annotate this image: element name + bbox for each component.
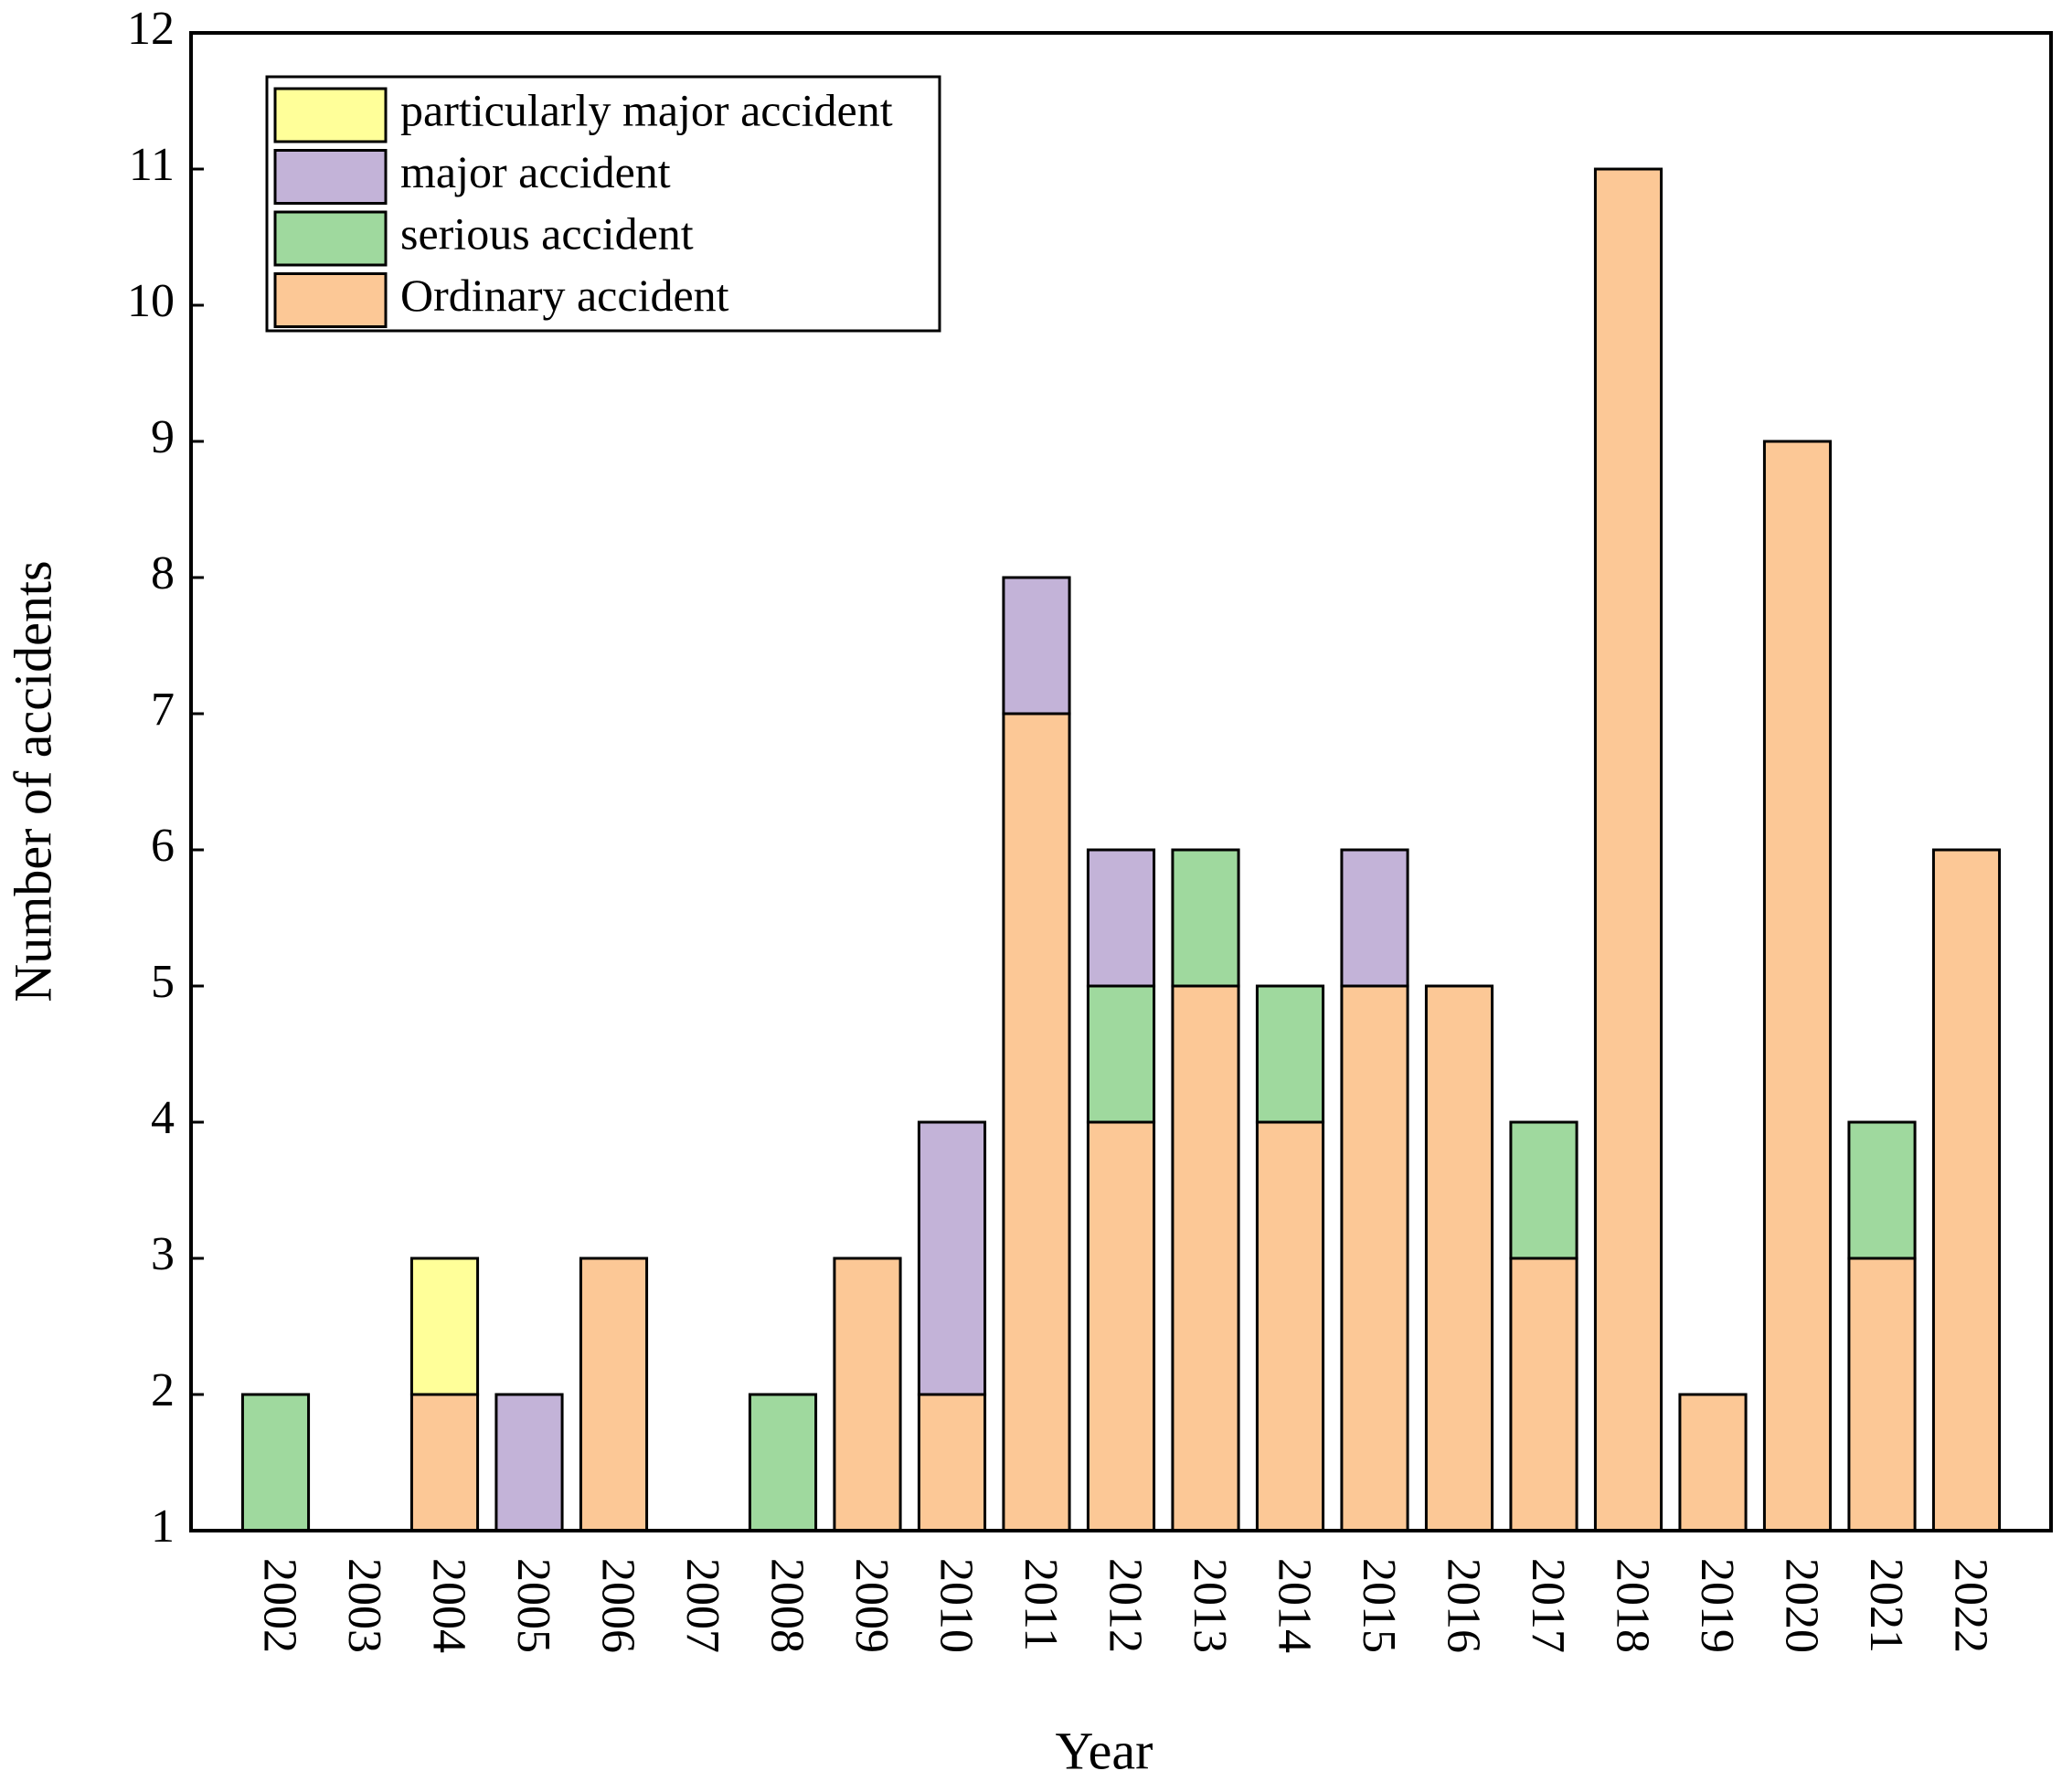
bar-segment — [917, 1393, 987, 1532]
legend-swatch — [273, 87, 388, 143]
x-tick-label: 2014 — [1269, 1558, 1321, 1653]
bar-segment — [917, 1120, 987, 1396]
bar-segment — [1255, 984, 1325, 1124]
x-tick-label: 2006 — [592, 1558, 644, 1653]
x-tick-label: 2010 — [930, 1558, 983, 1653]
bar-segment — [1847, 1120, 1917, 1260]
bar-segment — [1340, 984, 1409, 1532]
legend-label: major accident — [400, 146, 671, 197]
bar-segment — [494, 1393, 564, 1532]
bar-segment — [1762, 440, 1833, 1532]
x-tick-label: 2005 — [507, 1558, 559, 1653]
x-tick-label: 2012 — [1100, 1558, 1152, 1653]
bar-segment — [748, 1393, 818, 1532]
legend-label: Ordinary accident — [400, 270, 729, 321]
y-tick-label: 11 — [129, 139, 175, 191]
x-tick-label: 2019 — [1691, 1558, 1743, 1653]
y-tick-label: 4 — [151, 1092, 175, 1144]
y-tick-label: 2 — [151, 1364, 175, 1416]
bar-segment — [1931, 848, 2002, 1532]
x-axis-label: Year — [1056, 1721, 1153, 1780]
y-tick-label: 10 — [127, 275, 175, 327]
bar-segment — [1255, 1120, 1325, 1532]
bar-segment — [1847, 1257, 1917, 1532]
x-tick-label: 2020 — [1776, 1558, 1828, 1653]
x-tick-label: 2007 — [676, 1558, 728, 1653]
bar-segment — [1002, 576, 1071, 716]
legend-swatch — [273, 210, 388, 267]
x-tick-label: 2008 — [761, 1558, 813, 1653]
y-tick-label: 7 — [151, 684, 175, 736]
bar-segment — [1593, 167, 1663, 1532]
y-tick-label: 9 — [151, 411, 175, 463]
x-tick-label: 2015 — [1353, 1558, 1405, 1653]
y-tick-label: 8 — [151, 547, 175, 599]
bar-segment — [1086, 984, 1156, 1124]
bar-segment — [1002, 712, 1071, 1532]
bar-segment — [1171, 984, 1240, 1532]
x-tick-label: 2021 — [1860, 1558, 1912, 1653]
bar-segment — [1678, 1393, 1748, 1532]
x-tick-label: 2013 — [1184, 1558, 1236, 1653]
bar-segment — [1509, 1257, 1578, 1532]
x-tick-label: 2003 — [338, 1558, 390, 1653]
bar-segment — [409, 1257, 480, 1396]
bar-segment — [409, 1393, 480, 1532]
y-tick-label: 12 — [127, 3, 175, 55]
x-tick-label: 2016 — [1438, 1558, 1490, 1653]
bar-segment — [240, 1393, 311, 1532]
plot-frame — [189, 31, 2053, 1532]
x-tick-label: 2004 — [423, 1558, 475, 1653]
legend-swatch — [273, 272, 388, 328]
bar-segment — [1086, 1120, 1156, 1532]
x-tick-label: 2022 — [1945, 1558, 1997, 1653]
legend-swatch — [273, 149, 388, 205]
x-tick-label: 2002 — [254, 1558, 306, 1653]
bar-segment — [1171, 848, 1240, 988]
y-tick-label: 5 — [151, 956, 175, 1008]
bar-segment — [579, 1257, 649, 1532]
bar-segment — [1086, 848, 1156, 988]
bar-segment — [1340, 848, 1409, 988]
y-tick-label: 1 — [151, 1500, 175, 1553]
bar-segment — [1509, 1120, 1578, 1260]
x-tick-label: 2009 — [845, 1558, 898, 1653]
bar-segment — [833, 1257, 902, 1532]
x-tick-label: 2017 — [1522, 1558, 1574, 1653]
bar-segment — [1424, 984, 1494, 1532]
y-tick-label: 6 — [151, 820, 175, 872]
x-tick-label: 2011 — [1015, 1558, 1067, 1651]
y-axis-label: Number of accidents — [3, 560, 62, 1002]
x-tick-label: 2018 — [1607, 1558, 1659, 1653]
y-tick-label: 3 — [151, 1228, 175, 1280]
legend-label: serious accident — [400, 207, 694, 259]
legend-label: particularly major accident — [400, 84, 893, 135]
